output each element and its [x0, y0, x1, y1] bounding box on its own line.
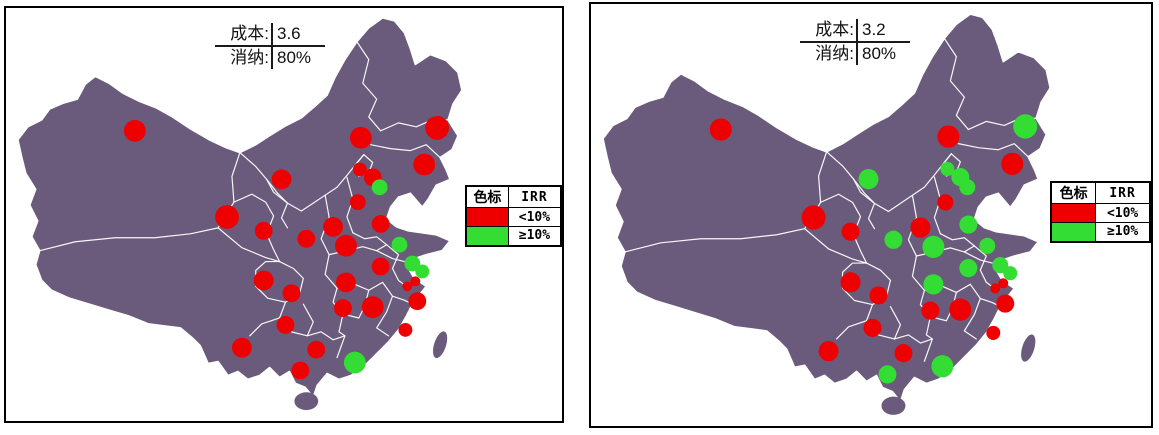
- irr-dot-chengdu: [840, 272, 861, 293]
- irr-dot-inner-mongolia: [858, 168, 879, 190]
- cost-label: 成本:: [215, 23, 273, 47]
- cost-label: 成本:: [800, 19, 858, 43]
- irr-dot-inner-mongolia: [271, 169, 292, 190]
- absorption-value: 80%: [862, 44, 897, 63]
- irr-dot-lanzhou: [254, 221, 273, 240]
- legend-label-at-least-10: ≥10%: [507, 226, 562, 246]
- irr-dot-jiangsu-north: [959, 259, 978, 278]
- irr-dot-guangdong: [343, 351, 366, 374]
- absorption-label: 消纳:: [800, 43, 858, 65]
- irr-legend: 色标 IRR <10% ≥10%: [465, 185, 562, 247]
- legend-header-irr: IRR: [1095, 181, 1151, 204]
- china-map-right: [602, 13, 1051, 416]
- irr-dot-lanzhou: [841, 222, 860, 241]
- irr-dot-jiangsu-small-b: [402, 281, 413, 292]
- cost-value: 3.6: [273, 23, 325, 47]
- irr-dot-fujian: [986, 325, 1001, 340]
- irr-dot-shijiazhuang: [349, 194, 366, 211]
- irr-dot-jilin-west: [349, 126, 372, 149]
- legend-header-color: 色标: [1050, 181, 1097, 204]
- irr-dot-yunnan: [231, 337, 252, 358]
- irr-dot-chongqing: [282, 284, 301, 303]
- irr-dot-zhejiang: [996, 294, 1015, 313]
- legend-header-color: 色标: [465, 185, 509, 208]
- irr-dot-liaoning: [413, 153, 436, 176]
- irr-dot-heilongjiang: [425, 115, 450, 140]
- irr-dot-qinghai: [801, 205, 826, 230]
- legend-swatch-green: [1050, 222, 1097, 242]
- irr-dot-guangdong: [931, 355, 954, 378]
- irr-dot-jiangxi: [949, 298, 972, 321]
- irr-dot-henan: [335, 234, 357, 257]
- irr-dot-jilin-west: [937, 125, 960, 148]
- irr-dot-jiangsu-small-a: [410, 276, 421, 287]
- irr-dot-liaoning: [1001, 152, 1024, 176]
- irr-dot-changsha: [334, 299, 352, 318]
- absorption-label: 消纳:: [215, 47, 273, 69]
- irr-dot-wuhan: [923, 274, 944, 295]
- legend-header-irr: IRR: [507, 185, 562, 208]
- irr-dot-xinjiang: [123, 119, 146, 142]
- irr-dot-beijing: [940, 161, 955, 177]
- irr-dot-shanxi: [910, 217, 931, 238]
- map-panel-cost-3.2: 成本: 3.2 消纳: 80% 色标 IRR <10% ≥10%: [589, 2, 1153, 428]
- irr-dot-shandong-coast: [979, 237, 996, 254]
- legend-swatch-red: [1050, 203, 1097, 223]
- irr-dot-jiangsu-small-b: [990, 283, 1001, 294]
- irr-dot-shanxi: [323, 216, 343, 237]
- irr-dot-guangxi: [894, 344, 913, 363]
- irr-dot-jiangsu-small-a: [998, 278, 1009, 289]
- irr-dot-nanning: [878, 365, 897, 384]
- legend-label-below-10: <10%: [507, 207, 562, 227]
- irr-dot-chongqing: [869, 286, 888, 305]
- irr-dot-wuhan: [336, 272, 356, 293]
- irr-dot-shandong-west: [959, 215, 978, 234]
- irr-dot-nanjing: [404, 255, 421, 272]
- irr-dot-shandong-coast: [391, 236, 408, 253]
- irr-dot-shanghai: [415, 264, 430, 279]
- irr-dot-nanjing: [992, 256, 1009, 274]
- irr-dot-changsha: [921, 301, 940, 320]
- irr-dot-hebei-coast: [959, 179, 976, 196]
- scenario-label-box: 成本: 3.6 消纳: 80%: [215, 23, 325, 69]
- legend-swatch-green: [465, 226, 509, 246]
- irr-dot-guangxi: [307, 340, 326, 359]
- irr-dot-beijing: [352, 162, 367, 177]
- irr-dot-yunnan: [818, 340, 839, 362]
- legend-label-below-10: <10%: [1095, 203, 1151, 223]
- irr-dots-left: [123, 115, 450, 380]
- irr-dot-guizhou: [863, 318, 882, 337]
- irr-dots-right: [709, 114, 1038, 384]
- irr-dot-jiangxi: [361, 296, 384, 318]
- irr-dot-shandong-west: [371, 214, 390, 233]
- irr-dot-nanning: [291, 361, 310, 380]
- irr-dot-fujian: [398, 322, 413, 337]
- irr-dot-shaanxi: [884, 230, 903, 249]
- cost-value: 3.2: [858, 19, 910, 43]
- irr-dot-heilongjiang: [1013, 114, 1038, 139]
- irr-dot-zhejiang: [408, 292, 427, 311]
- irr-dot-hebei-coast: [371, 179, 388, 196]
- irr-dot-qinghai: [215, 205, 239, 229]
- irr-dot-chengdu: [253, 270, 274, 291]
- china-map-left: [17, 17, 463, 411]
- irr-dot-shaanxi: [297, 229, 316, 248]
- legend-swatch-red: [465, 207, 509, 227]
- irr-dot-jiangsu-north: [371, 257, 390, 276]
- scenario-label-box: 成本: 3.2 消纳: 80%: [800, 19, 910, 65]
- irr-dot-guizhou: [276, 316, 295, 334]
- legend-label-at-least-10: ≥10%: [1095, 222, 1151, 242]
- map-panel-cost-3.6: 成本: 3.6 消纳: 80% 色标 IRR <10% ≥10%: [4, 6, 564, 423]
- irr-dot-henan: [922, 235, 945, 259]
- irr-dot-xinjiang: [709, 118, 732, 141]
- irr-dot-shanghai: [1003, 266, 1018, 281]
- absorption-value: 80%: [277, 48, 312, 67]
- irr-dot-shijiazhuang: [937, 194, 954, 211]
- irr-legend: 色标 IRR <10% ≥10%: [1050, 181, 1151, 243]
